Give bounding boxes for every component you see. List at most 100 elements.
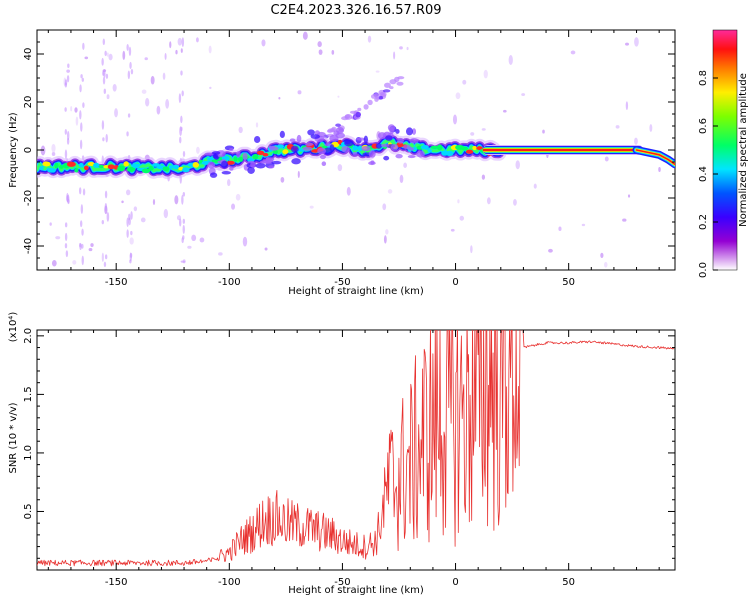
spectrogram-x-ticks: -150 -100 -50 0 50 [47, 30, 660, 288]
spectrogram-noise-blob [297, 170, 300, 178]
spectrogram-streak [130, 230, 133, 236]
spectrogram-noise-blob [84, 56, 89, 60]
spectrogram-ridge-blob [187, 162, 195, 168]
spectrogram-fringe-blob [268, 145, 276, 149]
spectrogram-fringe-blob [271, 160, 282, 165]
spectrogram-fringe-blob [389, 126, 394, 135]
spectrogram-ridge-blob [226, 160, 235, 165]
y-tick-label: 1.0 [23, 445, 34, 461]
figure-title: C2E4.2023.326.16.57.R09 [270, 3, 441, 18]
spectrogram-noise-blob [399, 174, 404, 184]
spectrogram-streak [64, 129, 68, 135]
spectrogram-fringe-blob [385, 135, 393, 141]
spectrogram-noise-blob [152, 198, 156, 206]
spectrogram-streak [79, 139, 83, 150]
spectrogram-noise-blob [40, 145, 46, 156]
spectrogram-noise-blob [231, 203, 236, 210]
x-tick-label: 0 [452, 577, 458, 588]
spectrogram-noise-blob [457, 199, 460, 204]
spectrogram-streak [128, 217, 131, 226]
spectrogram-noise-blob [122, 50, 126, 61]
spectrogram-fringe-blob [317, 147, 326, 155]
spectrogram-noise-blob [106, 94, 110, 100]
spectrogram-arc-blob [355, 111, 361, 118]
spectrogram-noise-blob [600, 252, 604, 258]
spectrogram-streak [104, 50, 107, 57]
spectrogram-noise-blob [634, 37, 639, 47]
spectrogram-fringe-blob [209, 172, 218, 178]
spectrogram-noise-blob [55, 236, 61, 240]
spectrogram-noise-blob [280, 176, 285, 183]
spectrogram-streak [101, 220, 105, 225]
spectrogram-streak [80, 204, 84, 214]
snr-y-label: SNR (10 * v/v) [8, 402, 19, 473]
spectrogram-arc-blob [367, 99, 373, 106]
spectrogram-streak [105, 133, 108, 143]
spectrogram-noise-blob [66, 69, 70, 73]
spectrogram-streak [82, 42, 85, 50]
spectrogram-streak [182, 224, 185, 234]
spectrogram-ridge-blob [276, 144, 285, 149]
spectrogram-arc-blob [382, 89, 391, 93]
spectrogram-noise-blob [309, 205, 314, 209]
spectrogram-streak [105, 73, 109, 79]
spectrogram-noise-blob [112, 83, 117, 92]
spectrogram-noise-blob [101, 252, 104, 262]
spectrogram-noise-blob [604, 261, 608, 268]
spectrogram-streak [82, 102, 85, 109]
spectrogram-ridge-blob [162, 166, 170, 172]
spectrogram-ridge-blob [103, 165, 110, 169]
spectrogram-noise-blob [180, 48, 183, 53]
spectrogram-noise-blob [455, 92, 461, 100]
spectrogram-ridge-blob [47, 167, 56, 173]
spectrogram-streak [67, 63, 70, 68]
spectrogram-ridge-blob [132, 163, 141, 169]
spectrogram-streak [103, 69, 106, 78]
spectrogram-ridge-blob [273, 149, 278, 155]
spectrogram-ridge-blob [66, 161, 76, 167]
spectrogram-streak [79, 110, 82, 120]
spectrogram-noise-blob [208, 45, 212, 54]
spectrogram-ridge-blob [465, 149, 474, 154]
y-tick-label: -20 [23, 190, 34, 206]
spectrogram-fringe-blob [319, 154, 326, 160]
spectrogram-ridge-blob [107, 164, 115, 170]
spectrogram-streak [178, 93, 182, 104]
spectrogram-noise-blob [515, 160, 520, 170]
spectrogram-streak [104, 190, 108, 199]
spectrogram-arc-blob [374, 96, 379, 102]
spectrogram-ridge-blob [83, 165, 89, 171]
spectrogram-y-ticks: -40 -20 0 20 40 [23, 29, 675, 271]
spectrogram-noise-blob [470, 132, 475, 136]
spectrogram-streak [126, 43, 129, 51]
spectrogram-ridge-blob [192, 161, 200, 168]
spectrogram-fringe-blob [329, 144, 335, 152]
spectrogram-fringe-blob [402, 144, 411, 150]
spectrogram-arc-blob [335, 123, 341, 127]
spectrogram-streak [181, 194, 184, 205]
spectrogram-noise-blob [88, 248, 93, 252]
spectrogram-fringe-blob [409, 137, 419, 144]
spectrogram-noise-blob [382, 203, 387, 211]
spectrogram-noise-blob [486, 197, 491, 205]
colorbar-gradient [712, 29, 738, 271]
spectrogram-streak [180, 115, 183, 124]
spectrogram-noise-blob [51, 260, 57, 267]
spectrogram-noise-blob [278, 96, 281, 100]
spectrogram-fringe-blob [395, 128, 400, 134]
spectrogram-noise-blob [90, 243, 94, 248]
spectrogram-streak [127, 70, 131, 80]
spectrogram-noise-blob [156, 105, 161, 115]
spectrogram-ridge-blob [93, 162, 100, 168]
snr-x-ticks: -150 -100 -50 0 50 [47, 330, 660, 588]
spectrogram-ridge-blob [39, 165, 44, 171]
spectrogram-streak [182, 150, 186, 158]
spectrogram-ridge-blob [476, 146, 483, 151]
spectrogram-streak [102, 38, 106, 46]
spectrogram-noise-blob [302, 31, 308, 40]
snr-x-label: Height of straight line (km) [288, 585, 424, 596]
spectrogram-streak [182, 191, 186, 197]
spectrogram-fringe-blob [229, 147, 234, 152]
spectrogram-noise-blob [70, 106, 73, 112]
